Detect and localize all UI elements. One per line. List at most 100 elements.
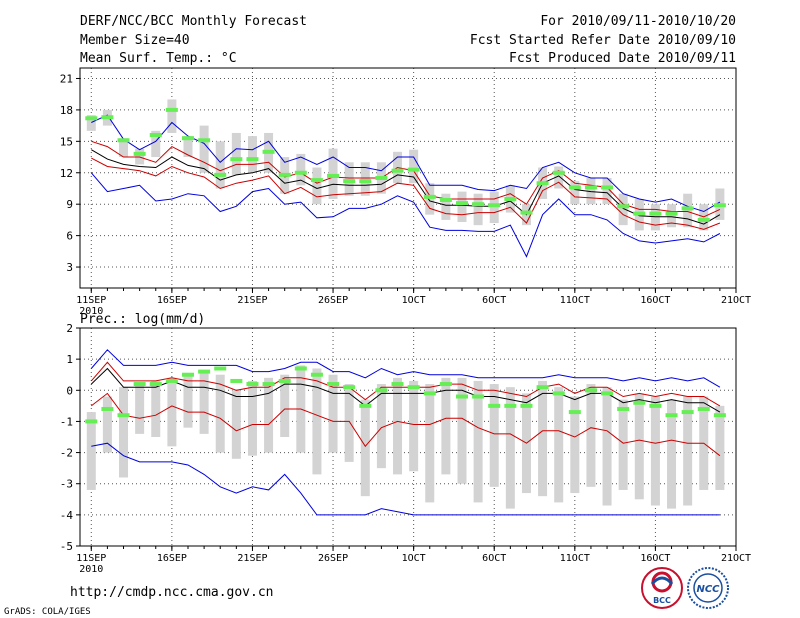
observed-marker (101, 406, 114, 411)
series-line-mean (91, 149, 721, 225)
spread-box (570, 181, 580, 205)
x-tick-label: 11OCT (560, 295, 590, 306)
spread-box (360, 399, 370, 497)
observed-marker (278, 172, 291, 177)
spread-box (215, 374, 225, 453)
observed-marker (439, 198, 452, 202)
observed-marker (697, 406, 710, 411)
observed-marker (713, 203, 726, 208)
spread-box (473, 193, 483, 226)
y-tick-label: -3 (60, 478, 73, 491)
x-tick-label: 11SEP (76, 295, 106, 306)
spread-box (554, 166, 564, 189)
observed-marker (504, 196, 517, 201)
observed-marker (681, 410, 694, 415)
spread-box (618, 193, 628, 226)
spread-box (650, 396, 660, 506)
spread-box (296, 153, 306, 186)
spread-box (312, 167, 322, 205)
spread-box (409, 380, 419, 472)
spread-box (457, 191, 467, 222)
observed-marker (117, 138, 130, 143)
spread-box (393, 377, 403, 475)
y-tick-label: 12 (60, 167, 73, 180)
x-tick-label: 21OCT (721, 295, 751, 306)
spread-box (505, 387, 515, 509)
observed-marker (552, 170, 565, 175)
y-tick-label: 6 (66, 230, 73, 243)
spread-box (425, 183, 435, 215)
y-tick-label: 3 (66, 261, 73, 274)
observed-marker (455, 394, 468, 399)
series-line-upper (90, 361, 721, 407)
y-tick-label: -2 (60, 447, 73, 460)
observed-marker (230, 157, 243, 162)
observed-marker (649, 403, 662, 408)
observed-marker (713, 413, 726, 418)
bcc-logo-wave (650, 576, 674, 586)
spread-box (457, 377, 467, 484)
y-tick-label: 2 (66, 322, 73, 335)
temperature-panel: 3 6 9 12 15 18 21 11SEP 16SEP 21SEP 26SEP 1OCT 6OCT 1… (60, 67, 751, 317)
observed-marker (246, 382, 259, 387)
spread-box (183, 374, 193, 428)
spread-box (554, 387, 564, 503)
observed-marker (359, 179, 372, 184)
x-tick-label: 21SEP (237, 295, 267, 306)
spread-box (199, 125, 209, 173)
y-tick-label: 15 (60, 135, 73, 148)
spread-box (328, 374, 338, 453)
observed-marker (601, 391, 614, 396)
observed-marker (149, 382, 162, 387)
y-tick-label: -1 (60, 415, 73, 428)
x-tick-label: 16SEP (157, 553, 187, 564)
spread-box (489, 191, 499, 224)
observed-marker (633, 400, 646, 405)
observed-marker (536, 181, 549, 186)
spread-box (409, 149, 419, 184)
spread-box (119, 387, 129, 478)
spread-box (538, 380, 548, 497)
spread-box (618, 399, 628, 490)
plot-frame (79, 67, 737, 289)
observed-marker (278, 378, 291, 383)
x-tick-label: 1OCT (402, 295, 426, 306)
footer-url[interactable]: http://cmdp.ncc.cma.gov.cn (70, 585, 274, 600)
header: DERF/NCC/BCC Monthly Forecast Member Siz… (80, 14, 736, 66)
spread-box (312, 368, 322, 475)
observed-marker (439, 382, 452, 387)
spread-box (247, 380, 257, 456)
x-tick-label: 6OCT (482, 553, 506, 564)
observed-marker (665, 211, 678, 216)
y-tick-label: 21 (60, 72, 73, 85)
x-tick-label: 21SEP (237, 553, 267, 564)
series-line-max (91, 114, 721, 213)
spread-box (344, 162, 354, 196)
x-tick-label: 6OCT (482, 295, 506, 306)
observed-marker (568, 410, 581, 415)
observed-marker (327, 173, 340, 178)
observed-marker (649, 211, 662, 216)
spread-box (425, 384, 435, 503)
bcc-logo-text: BCC (653, 596, 671, 605)
ncc-logo-text: NCC (696, 584, 720, 595)
x-tick-label: 16SEP (157, 295, 187, 306)
spread-box (183, 136, 193, 158)
y-tick-label: 18 (60, 104, 73, 117)
spread-box (441, 377, 451, 475)
observed-marker (520, 210, 533, 215)
spread-box (683, 193, 693, 228)
x-tick-label: 16OCT (640, 553, 670, 564)
observed-marker (375, 388, 388, 393)
spread-box (602, 387, 612, 506)
y-tick-label: -5 (60, 540, 73, 553)
observed-marker (617, 406, 630, 411)
observed-marker (85, 116, 98, 121)
observed-marker (262, 149, 275, 154)
observed-marker (407, 167, 420, 172)
header-start-date: Fcst Started Refer Date 2010/09/10 (470, 33, 736, 48)
y-tick-label: 0 (66, 384, 73, 397)
observed-marker (246, 157, 259, 162)
precipitation-panel: -5 -4 -3 -2 -1 0 1 2 11SEP 16SEP 21SEP 26SEP 1OCT 6OC… (60, 322, 751, 575)
